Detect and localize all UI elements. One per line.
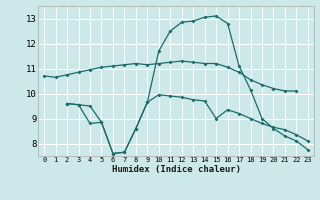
X-axis label: Humidex (Indice chaleur): Humidex (Indice chaleur)	[111, 165, 241, 174]
